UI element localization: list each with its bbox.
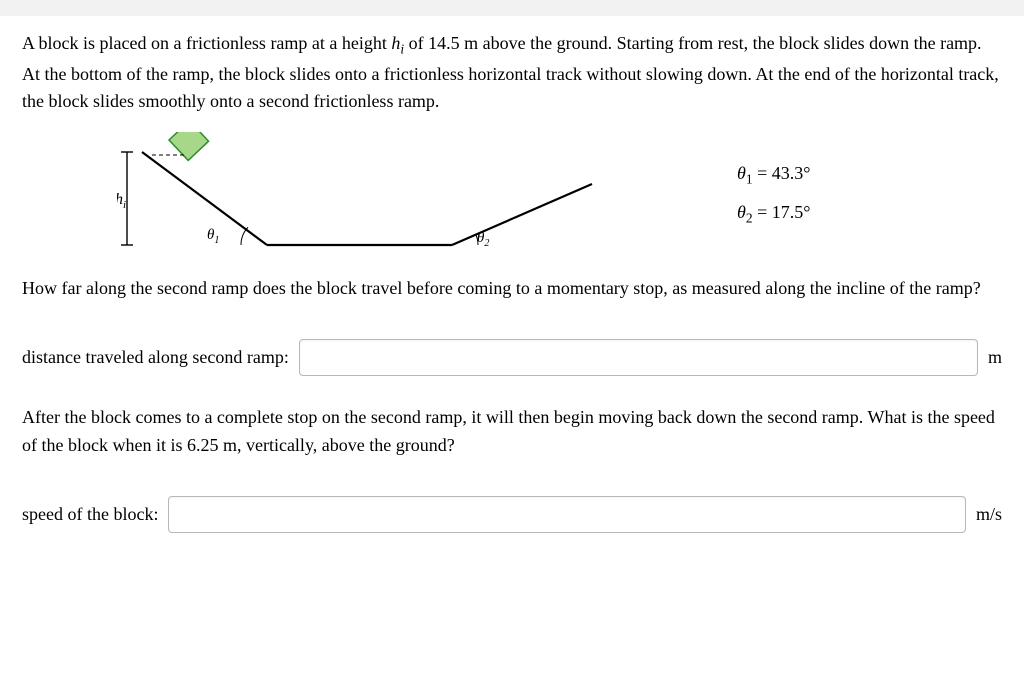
top-bar (0, 0, 1024, 16)
problem-statement: A block is placed on a frictionless ramp… (22, 30, 1002, 116)
answer-2-unit: m/s (976, 504, 1002, 525)
problem-content: A block is placed on a frictionless ramp… (0, 16, 1024, 533)
question-1: How far along the second ramp does the b… (22, 275, 1002, 303)
question-2: After the block comes to a complete stop… (22, 404, 1002, 460)
answer-1-unit: m (988, 347, 1002, 368)
answer-row-1: distance traveled along second ramp: m (22, 339, 1002, 376)
answer-row-2: speed of the block: m/s (22, 496, 1002, 533)
speed-input[interactable] (168, 496, 966, 533)
ramp-diagram: hi θ1 θ2 (117, 132, 597, 257)
theta1-value: θ1 = 43.3° (737, 163, 810, 188)
diagram-row: hi θ1 θ2 θ1 = 43.3° θ2 = 17.5° (22, 132, 1002, 257)
svg-text:θ1: θ1 (207, 227, 219, 246)
answer-2-label: speed of the block: (22, 504, 158, 525)
svg-text:hi: hi (117, 191, 126, 211)
given-values: θ1 = 43.3° θ2 = 17.5° (737, 149, 810, 240)
theta2-value: θ2 = 17.5° (737, 202, 810, 227)
distance-input[interactable] (299, 339, 978, 376)
answer-1-label: distance traveled along second ramp: (22, 347, 289, 368)
svg-text:θ2: θ2 (477, 230, 489, 249)
